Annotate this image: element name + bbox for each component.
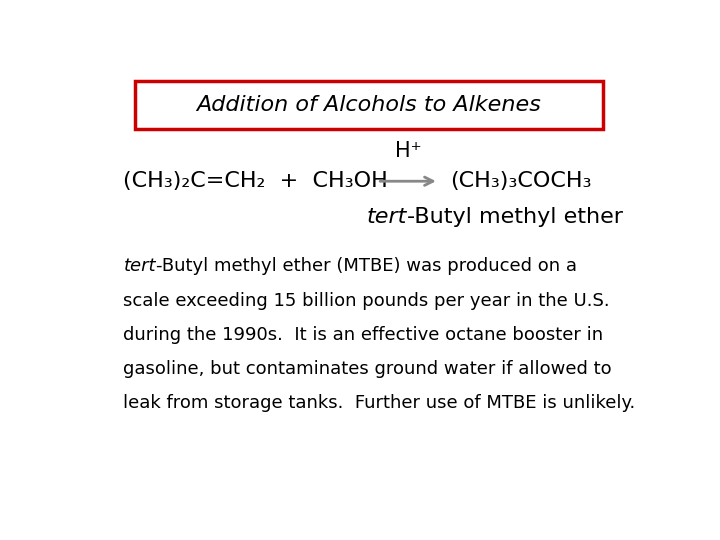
Text: (CH₃)₂C=CH₂  +  CH₃OH: (CH₃)₂C=CH₂ + CH₃OH (124, 171, 388, 191)
Text: leak from storage tanks.  Further use of MTBE is unlikely.: leak from storage tanks. Further use of … (124, 394, 636, 412)
FancyBboxPatch shape (135, 82, 603, 129)
Text: Addition of Alcohols to Alkenes: Addition of Alcohols to Alkenes (197, 95, 541, 115)
Text: -Butyl methyl ether: -Butyl methyl ether (407, 207, 623, 227)
Text: scale exceeding 15 billion pounds per year in the U.S.: scale exceeding 15 billion pounds per ye… (124, 292, 610, 309)
Text: gasoline, but contaminates ground water if allowed to: gasoline, but contaminates ground water … (124, 360, 612, 378)
Text: (CH₃)₃COCH₃: (CH₃)₃COCH₃ (450, 171, 591, 191)
Text: -Butyl methyl ether (MTBE) was produced on a: -Butyl methyl ether (MTBE) was produced … (156, 258, 577, 275)
Text: H⁺: H⁺ (395, 141, 421, 161)
Text: tert: tert (366, 207, 407, 227)
Text: tert: tert (124, 258, 156, 275)
Text: during the 1990s.  It is an effective octane booster in: during the 1990s. It is an effective oct… (124, 326, 603, 343)
